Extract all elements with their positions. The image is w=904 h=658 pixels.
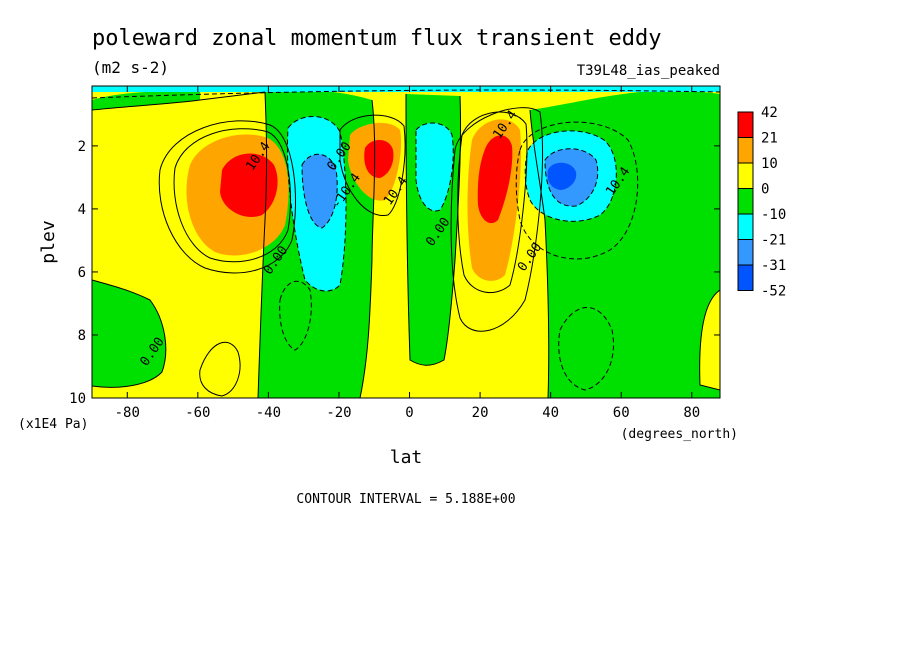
y-tick-label: 4: [78, 202, 86, 218]
negative-contour-lines: [92, 89, 720, 391]
y-tick-label: 2: [78, 139, 86, 155]
colorbar-swatch: [737, 188, 754, 215]
chart-units: (m2 s-2): [92, 58, 169, 77]
contour-line: [415, 122, 454, 212]
x-tick-label: 40: [542, 405, 559, 421]
red-region: [220, 153, 278, 218]
colorbar-label: -52: [761, 284, 786, 300]
colorbar-label: 10: [761, 156, 778, 172]
x-tick-label: -20: [326, 405, 351, 421]
contour-line: [92, 91, 266, 111]
x-tick-label: 60: [613, 405, 630, 421]
contour-line: [558, 307, 614, 391]
contour-line: [405, 93, 462, 366]
x-axis-units: (degrees_north): [621, 427, 738, 442]
colorbar-swatch: [737, 111, 754, 138]
colorbar-label: -31: [761, 258, 786, 274]
colorbar: 42 21 10 0 -10 -21 -31 -52: [737, 105, 786, 300]
contour-lines: [92, 91, 720, 398]
x-tick-label: -60: [185, 405, 210, 421]
run-label: T39L48_ias_peaked: [577, 63, 720, 79]
x-tick-label: 0: [405, 405, 413, 421]
green-region: [92, 91, 200, 110]
x-axis-label: lat: [390, 447, 423, 468]
red-region: [477, 135, 513, 224]
contour-line: [359, 99, 376, 398]
contour-line: [699, 289, 720, 391]
colorbar-swatch: [737, 137, 754, 164]
plot-frame: [91, 85, 721, 399]
colorbar-label: -10: [761, 207, 786, 223]
contour-line: [286, 115, 347, 292]
contour-field: 10.40.00-10.40.0010.40.0010.40.0010.40.0…: [92, 86, 720, 398]
red-region: [364, 139, 394, 178]
chart-title: poleward zonal momentum flux transient e…: [92, 26, 662, 51]
x-tick-label: -80: [115, 405, 140, 421]
colorbar-swatch: [737, 213, 754, 240]
x-tick-label: 80: [683, 405, 700, 421]
colorbar-label: -21: [761, 233, 786, 249]
colorbar-label: 21: [761, 131, 778, 147]
cyan-region: [416, 123, 454, 211]
deep-blue-region: [547, 162, 577, 190]
contour-line: [92, 279, 167, 388]
contour-line: [158, 120, 296, 274]
contour-interval-note: CONTOUR INTERVAL = 5.188E+00: [296, 492, 515, 507]
y-tick-label: 10: [69, 391, 86, 407]
y-axis-label: plev: [38, 220, 59, 263]
contour-line: [457, 111, 528, 294]
colorbar-swatch: [737, 162, 754, 189]
y-axis-units: (x1E4 Pa): [18, 417, 88, 432]
x-axis: -80 -60 -40 -20 0 20 40 60 80: [115, 86, 700, 421]
green-region: [92, 280, 166, 388]
contour-line: [173, 128, 292, 263]
colorbar-label: 0: [761, 182, 769, 198]
contour-line: [301, 153, 338, 229]
contour-line: [529, 109, 550, 398]
contour-line: [279, 280, 312, 351]
y-tick-label: 6: [78, 265, 86, 281]
contour-line: [450, 107, 543, 332]
contour-line: [199, 341, 241, 397]
cyan-region: [92, 86, 720, 92]
colorbar-label: 42: [761, 105, 778, 121]
y-axis: 2 4 6 8 10: [69, 139, 720, 407]
colorbar-swatch: [737, 239, 754, 266]
contour-line: [544, 148, 599, 207]
x-tick-label: 20: [472, 405, 489, 421]
contour-line: [92, 89, 720, 99]
contour-line: [257, 91, 268, 398]
y-tick-label: 8: [78, 328, 86, 344]
x-tick-label: -40: [256, 405, 281, 421]
colorbar-swatch: [737, 264, 754, 291]
blue-region: [302, 154, 338, 228]
contour-line: [515, 121, 639, 260]
